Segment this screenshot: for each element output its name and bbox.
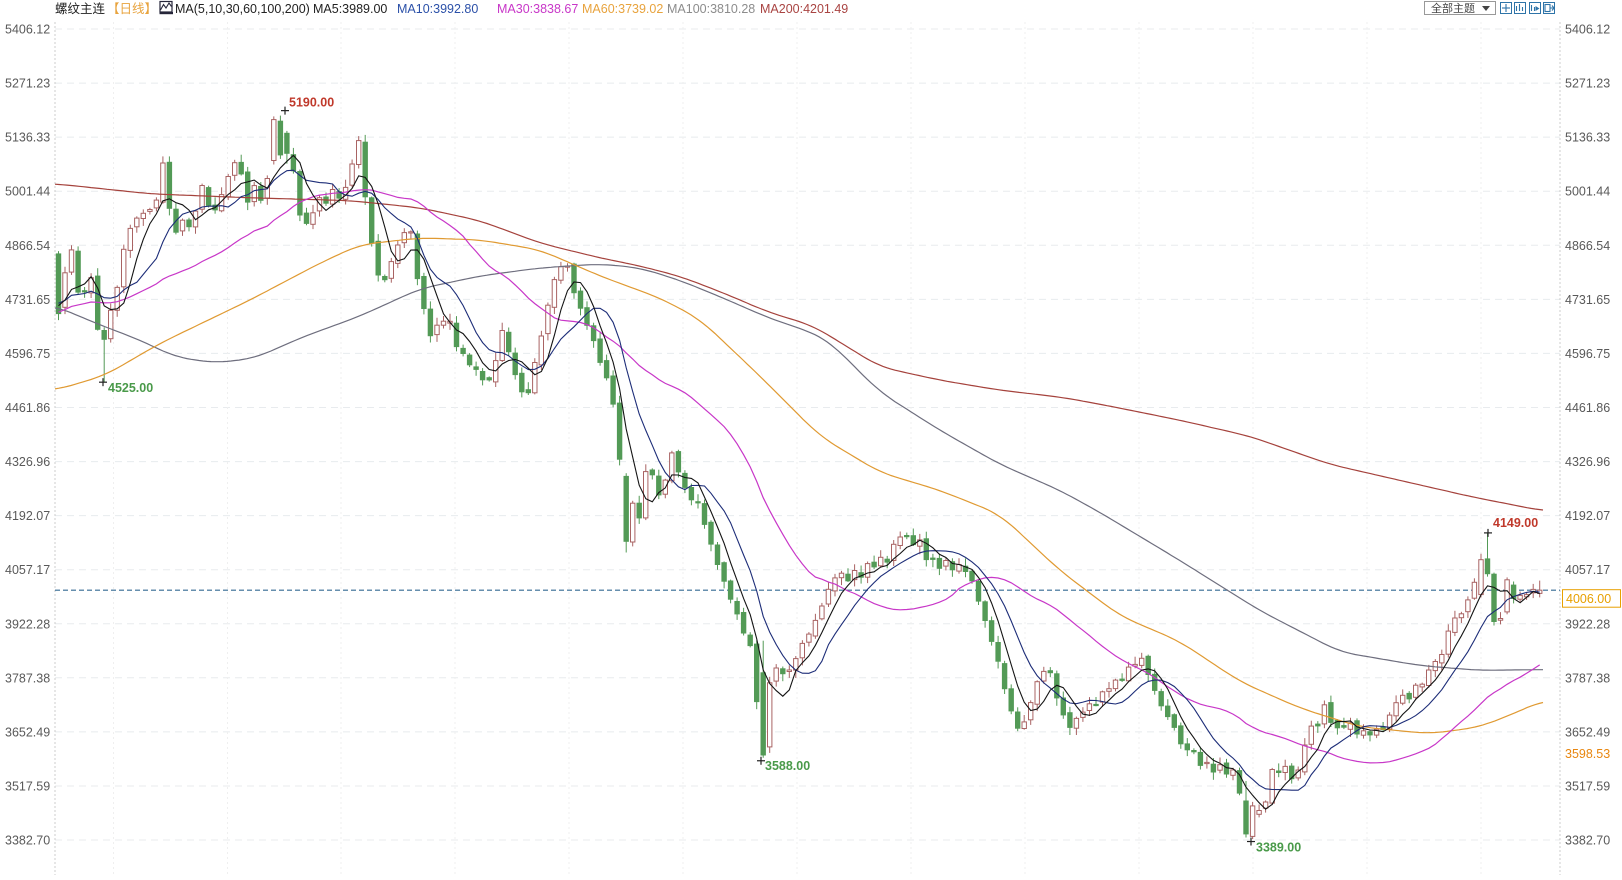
svg-text:4057.17: 4057.17 <box>1565 563 1610 577</box>
svg-text:MA200:4201.49: MA200:4201.49 <box>760 2 848 16</box>
svg-text:MA5:3989.00: MA5:3989.00 <box>313 2 387 16</box>
svg-text:3517.59: 3517.59 <box>1565 780 1610 794</box>
svg-text:4461.86: 4461.86 <box>1565 401 1610 415</box>
svg-text:螺纹主连: 螺纹主连 <box>55 1 106 16</box>
svg-text:MA100:3810.28: MA100:3810.28 <box>667 2 755 16</box>
svg-text:5271.23: 5271.23 <box>1565 77 1610 91</box>
svg-text:3652.49: 3652.49 <box>1565 725 1610 739</box>
svg-text:4006.00: 4006.00 <box>1566 592 1611 606</box>
svg-text:3389.00: 3389.00 <box>1256 841 1301 855</box>
svg-text:MA60:3739.02: MA60:3739.02 <box>582 2 663 16</box>
svg-text:5271.23: 5271.23 <box>5 77 50 91</box>
svg-text:5190.00: 5190.00 <box>289 96 334 110</box>
svg-text:4866.54: 4866.54 <box>5 239 50 253</box>
svg-text:3382.70: 3382.70 <box>5 834 50 848</box>
svg-text:MA10:3992.80: MA10:3992.80 <box>397 2 478 16</box>
svg-text:4525.00: 4525.00 <box>108 381 153 395</box>
svg-text:4192.07: 4192.07 <box>1565 509 1610 523</box>
svg-text:3787.38: 3787.38 <box>5 671 50 685</box>
svg-text:3922.28: 3922.28 <box>1565 617 1610 631</box>
svg-text:4192.07: 4192.07 <box>5 509 50 523</box>
svg-text:5001.44: 5001.44 <box>5 185 50 199</box>
svg-text:MA30:3838.67: MA30:3838.67 <box>497 2 578 16</box>
svg-text:全部主题: 全部主题 <box>1431 1 1475 15</box>
svg-text:3517.59: 3517.59 <box>5 780 50 794</box>
svg-text:4596.75: 4596.75 <box>5 347 50 361</box>
svg-text:5001.44: 5001.44 <box>1565 185 1610 199</box>
svg-text:5406.12: 5406.12 <box>5 23 50 37</box>
svg-text:3598.53: 3598.53 <box>1565 747 1610 761</box>
svg-text:4461.86: 4461.86 <box>5 401 50 415</box>
svg-text:3588.00: 3588.00 <box>765 759 810 773</box>
svg-text:4057.17: 4057.17 <box>5 563 50 577</box>
svg-text:4866.54: 4866.54 <box>1565 239 1610 253</box>
svg-text:4326.96: 4326.96 <box>5 455 50 469</box>
svg-text:3382.70: 3382.70 <box>1565 834 1610 848</box>
svg-text:4731.65: 4731.65 <box>1565 293 1610 307</box>
svg-text:5136.33: 5136.33 <box>1565 131 1610 145</box>
svg-text:4149.00: 4149.00 <box>1493 516 1538 530</box>
svg-text:3787.38: 3787.38 <box>1565 671 1610 685</box>
svg-text:3652.49: 3652.49 <box>5 725 50 739</box>
svg-text:【日线】: 【日线】 <box>107 2 157 16</box>
svg-text:4596.75: 4596.75 <box>1565 347 1610 361</box>
svg-text:MA(5,10,30,60,100,200): MA(5,10,30,60,100,200) <box>175 2 310 16</box>
svg-text:5406.12: 5406.12 <box>1565 23 1610 37</box>
svg-text:3922.28: 3922.28 <box>5 617 50 631</box>
svg-text:4326.96: 4326.96 <box>1565 455 1610 469</box>
svg-text:4731.65: 4731.65 <box>5 293 50 307</box>
svg-text:5136.33: 5136.33 <box>5 131 50 145</box>
